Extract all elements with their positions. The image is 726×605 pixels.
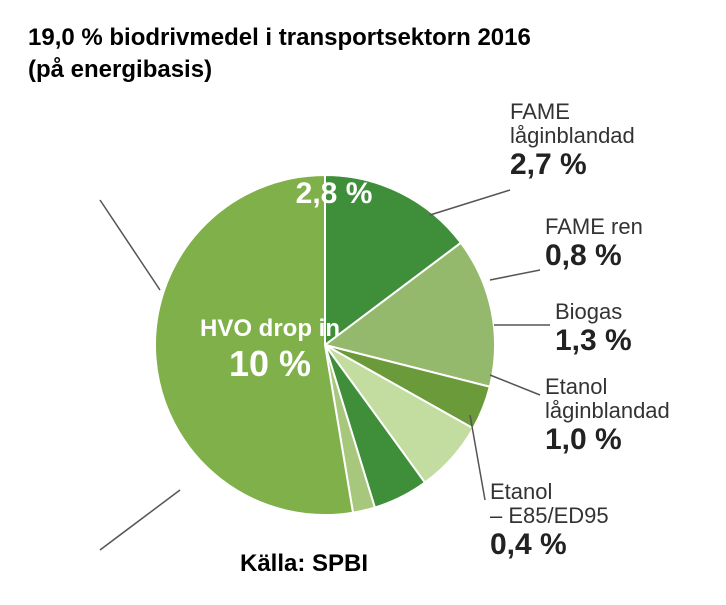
leader-etanol_e85 bbox=[470, 415, 485, 500]
pie-chart-area: HVO ren2,8 %FAMElåginblandad2,7 %FAME re… bbox=[0, 100, 726, 560]
leader-fame_lag bbox=[430, 190, 510, 215]
source-label: Källa: SPBI bbox=[240, 550, 368, 578]
ext-label-biogas: Biogas1,3 % bbox=[555, 300, 632, 357]
ext-label-fame_ren: FAME ren0,8 % bbox=[545, 215, 643, 272]
camera-line-0 bbox=[100, 200, 160, 290]
leader-fame_ren bbox=[490, 270, 540, 280]
camera-line-1 bbox=[100, 490, 180, 550]
pie-slice-hvo_drop_in bbox=[155, 175, 353, 515]
title-line-1: 19,0 % biodrivmedel i transportsektorn 2… bbox=[28, 24, 531, 51]
leader-etanol_lag bbox=[490, 375, 540, 395]
ext-label-etanol_e85: Etanol– E85/ED950,4 % bbox=[490, 480, 609, 561]
chart-title: 19,0 % biodrivmedel i transportsektorn 2… bbox=[28, 22, 531, 87]
ext-label-fame_lag: FAMElåginblandad2,7 % bbox=[510, 100, 635, 181]
ext-label-etanol_lag: Etanollåginblandad1,0 % bbox=[545, 375, 670, 456]
title-line-2: (på energibasis) bbox=[28, 56, 212, 83]
